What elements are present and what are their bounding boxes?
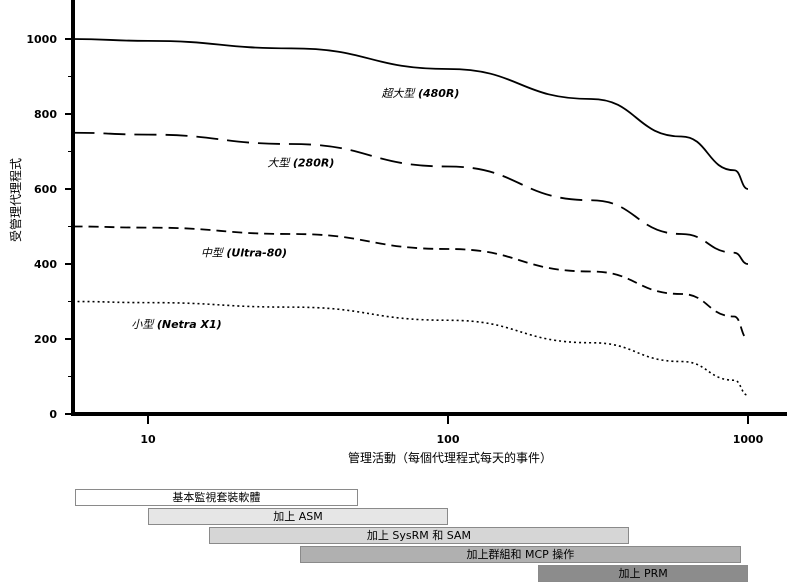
feature-band-4: 加上 PRM [538,565,748,582]
x-tick-label-2: 1000 [733,433,764,446]
series-label-0: 超大型 (480R) [381,87,459,100]
y-axis-title: 受管理代理程式 [8,158,23,242]
y-tick-label-3: 600 [34,183,57,196]
x-tick-label-1: 100 [437,433,460,446]
series-line-1 [72,131,749,265]
series-label-1: 大型 (280R) [267,157,334,170]
series-label-3: 小型 (Netra X1) [131,318,221,331]
ticks: 0 200 400 600 800 1000 10 100 1000 [26,33,763,446]
chart: 0 200 400 600 800 1000 10 100 1000 超大型 (480R) 大型 … [8,0,787,465]
series-layer [72,38,749,397]
feature-band-1: 加上 ASM [148,508,448,525]
series-line-0 [72,38,749,190]
y-tick-label-0: 0 [49,408,57,421]
y-tick-label-5: 1000 [26,33,57,46]
feature-band-0: 基本監視套裝軟體 [75,489,358,506]
y-tick-label-2: 400 [34,258,57,271]
x-axis-title: 管理活動（每個代理程式每天的事件） [348,450,552,465]
series-line-2 [72,225,749,340]
y-tick-label-4: 800 [34,108,57,121]
series-label-2: 中型 (Ultra-80) [201,247,287,260]
y-tick-label-1: 200 [34,333,57,346]
series-line-3 [72,300,749,397]
feature-band-2: 加上 SysRM 和 SAM [209,527,629,544]
x-tick-label-0: 10 [140,433,156,446]
feature-band-3: 加上群組和 MCP 操作 [299,546,742,563]
series-labels: 超大型 (480R) 大型 (280R) 中型 (Ultra-80) 小型 (Netr… [131,87,459,331]
